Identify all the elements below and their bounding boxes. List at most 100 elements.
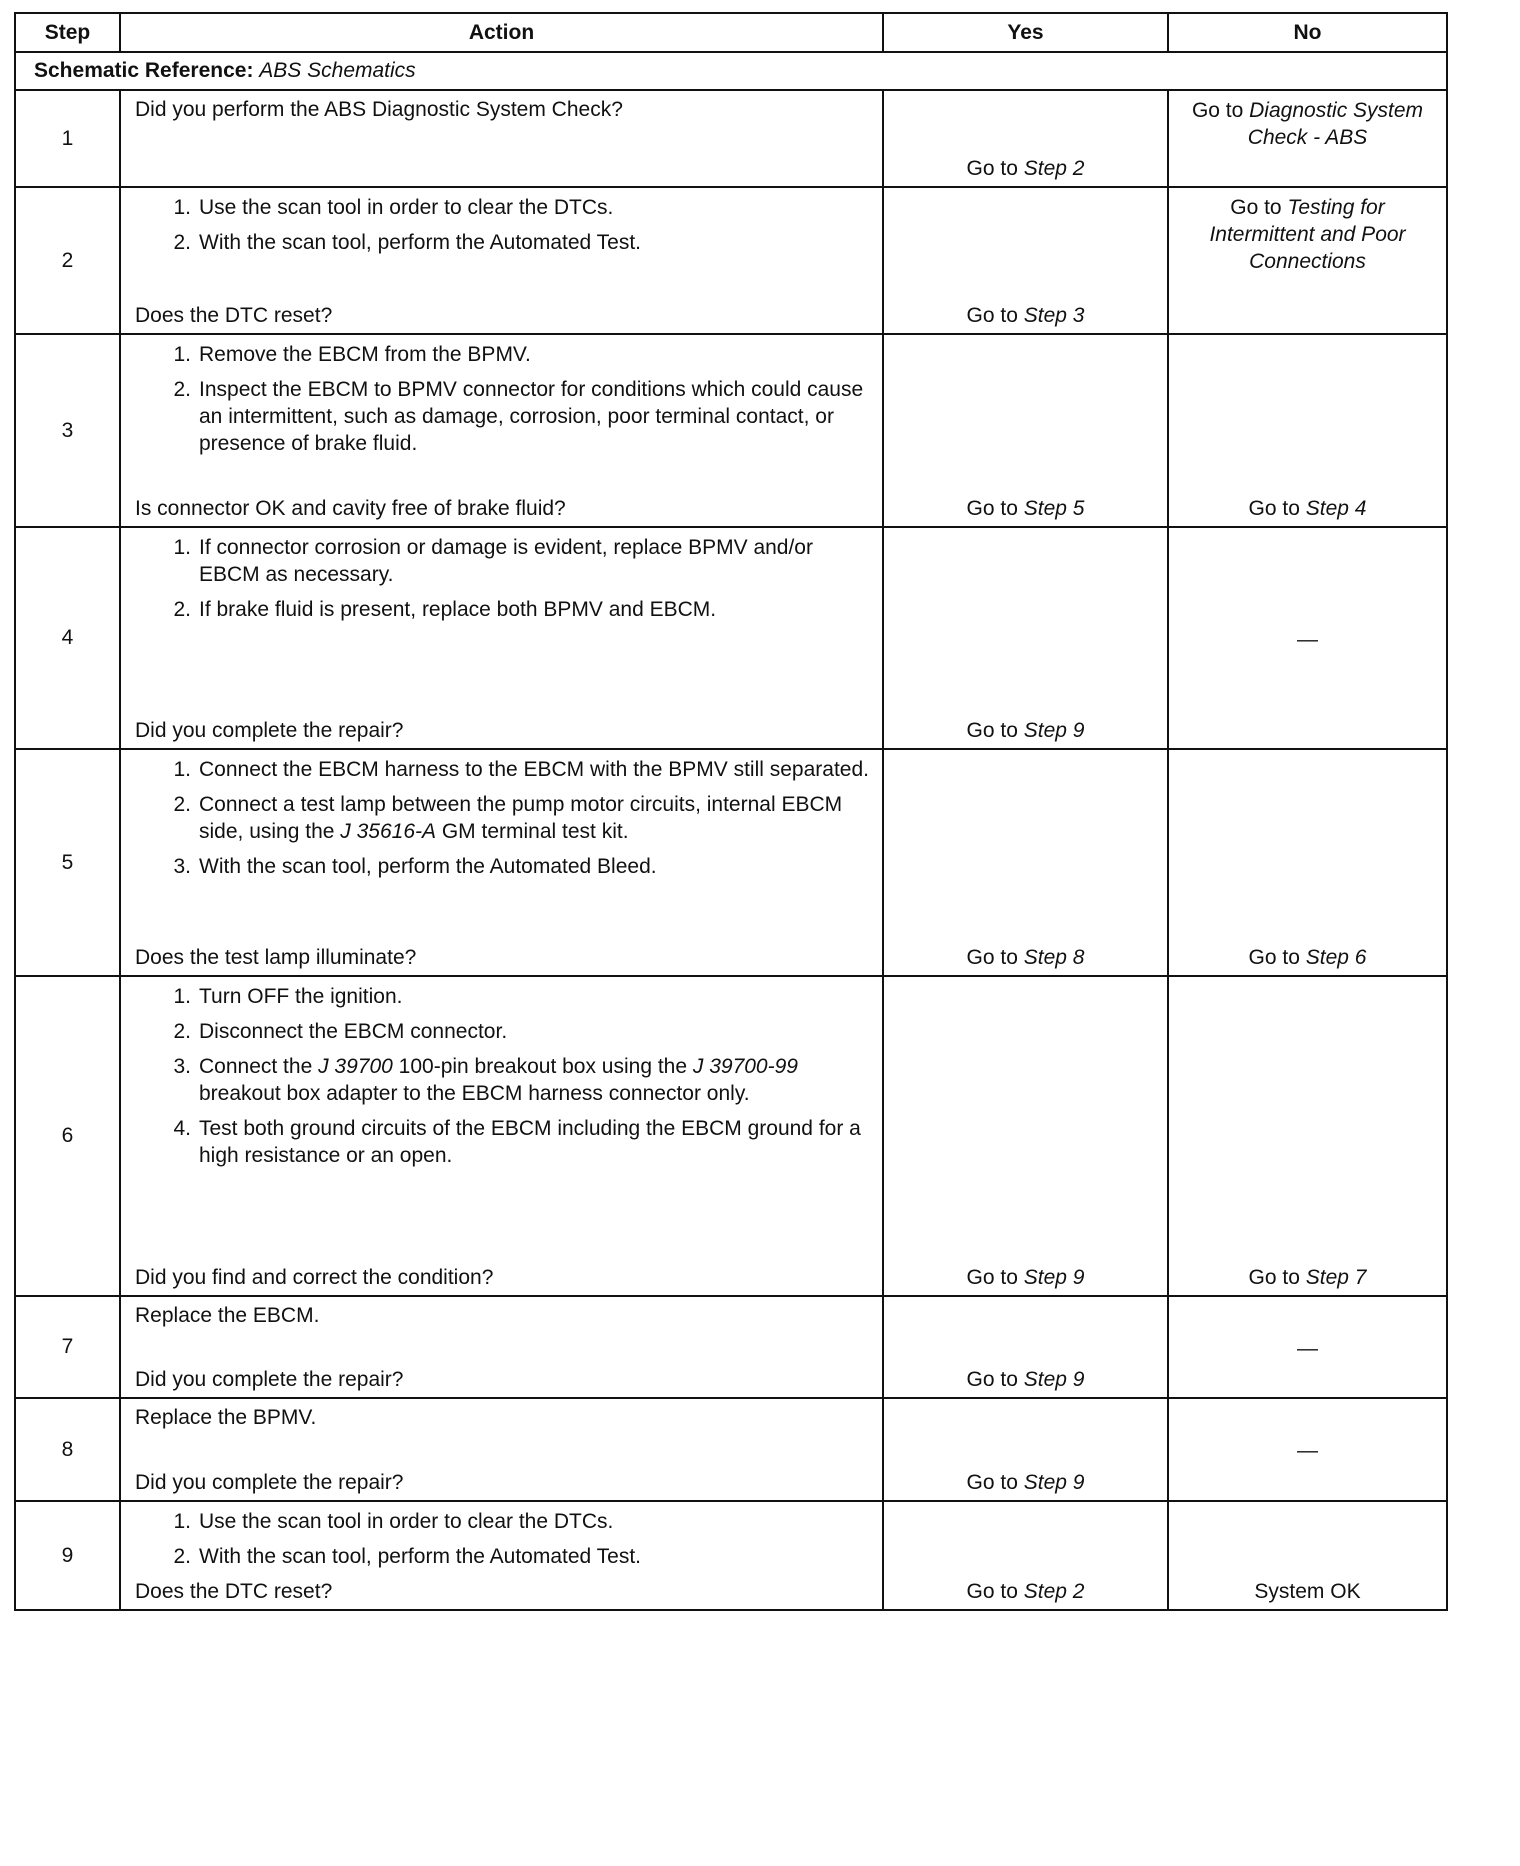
- text-segment: Go to: [966, 1368, 1024, 1391]
- instruction-item: 2. If brake fluid is present, replace bot…: [135, 596, 872, 623]
- action-content: 1. If connector corrosion or damage is ev…: [135, 534, 872, 744]
- yes-result[interactable]: Go to Step 8: [882, 748, 1169, 977]
- instruction-list: 1. Remove the EBCM from the BPMV. 2. Inspec…: [135, 341, 872, 457]
- no-result[interactable]: Go to Step 7: [1167, 975, 1448, 1297]
- item-number: 2.: [173, 1020, 191, 1043]
- no-result[interactable]: —: [1167, 526, 1448, 750]
- action-cell: Replace the BPMV. Did you complete the re…: [119, 1397, 884, 1502]
- step-row: 7 Replace the EBCM. Did you complete the r…: [14, 1295, 1448, 1399]
- item-number: 4.: [173, 1117, 191, 1140]
- text-segment: Use the scan tool in order to clear the …: [199, 1510, 614, 1533]
- text-segment: Go to: [966, 946, 1024, 969]
- instruction-list: 1. If connector corrosion or damage is ev…: [135, 534, 872, 623]
- item-number: 2.: [173, 1545, 191, 1568]
- yes-result[interactable]: Go to Step 5: [882, 333, 1169, 528]
- text-segment: Remove the EBCM from the BPMV.: [199, 343, 531, 366]
- no-result[interactable]: —: [1167, 1397, 1448, 1502]
- item-text: Inspect the EBCM to BPMV connector for c…: [199, 376, 872, 457]
- action-question: Did you find and correct the condition?: [135, 1266, 494, 1289]
- no-result[interactable]: —: [1167, 1295, 1448, 1399]
- reference-link[interactable]: Diagnostic System Check - ABS: [1247, 99, 1424, 149]
- text-segment: breakout box adapter to the EBCM harness…: [199, 1082, 750, 1105]
- text-segment: —: [1297, 627, 1318, 651]
- action-question: Does the DTC reset?: [135, 1580, 333, 1603]
- text-segment: Go to: [966, 157, 1024, 180]
- item-number: 1.: [173, 758, 191, 781]
- reference-link[interactable]: Step 9: [1023, 1471, 1085, 1494]
- text-segment: Connect the: [199, 1055, 319, 1078]
- item-text: With the scan tool, perform the Automate…: [199, 1543, 641, 1570]
- reference-link[interactable]: Testing for Intermittent and Poor Connec…: [1209, 196, 1406, 273]
- no-result[interactable]: Go to Step 6: [1167, 748, 1448, 977]
- instruction-item: 3. Connect the J 39700 100-pin breakout b…: [135, 1053, 872, 1107]
- action-question: Did you complete the repair?: [135, 1368, 404, 1391]
- reference-link[interactable]: Step 6: [1305, 946, 1367, 969]
- reference-link[interactable]: Step 5: [1023, 497, 1085, 520]
- item-text: Test both ground circuits of the EBCM in…: [199, 1115, 872, 1169]
- no-result[interactable]: Go to Step 4: [1167, 333, 1448, 528]
- reference-link[interactable]: Step 9: [1023, 719, 1085, 742]
- action-instructions: 1. If connector corrosion or damage is ev…: [135, 534, 872, 631]
- instruction-item: 1. Remove the EBCM from the BPMV.: [135, 341, 872, 368]
- reference-link[interactable]: J 35616-A: [340, 820, 436, 843]
- text-segment: Connect the EBCM harness to the EBCM wit…: [199, 758, 869, 781]
- action-question: Is connector OK and cavity free of brake…: [135, 497, 566, 520]
- step-row: 2 1. Use the scan tool in order to clear t…: [14, 186, 1448, 335]
- text-segment: Inspect the EBCM to BPMV connector for c…: [199, 378, 864, 455]
- action-cell: Did you perform the ABS Diagnostic Syste…: [119, 89, 884, 188]
- item-text: Disconnect the EBCM connector.: [199, 1018, 507, 1045]
- item-number: 1.: [173, 985, 191, 1008]
- yes-result[interactable]: Go to Step 9: [882, 526, 1169, 750]
- action-cell: 1. If connector corrosion or damage is ev…: [119, 526, 884, 750]
- item-text: With the scan tool, perform the Automate…: [199, 853, 657, 880]
- yes-result[interactable]: Go to Step 9: [882, 1295, 1169, 1399]
- text-segment: If connector corrosion or damage is evid…: [199, 536, 813, 586]
- text-segment: Go to: [1248, 946, 1306, 969]
- reference-link[interactable]: J 39700-99: [692, 1055, 798, 1078]
- text-segment: Use the scan tool in order to clear the …: [199, 196, 614, 219]
- yes-result[interactable]: Go to Step 9: [882, 975, 1169, 1297]
- text-segment: With the scan tool, perform the Automate…: [199, 231, 642, 254]
- reference-link[interactable]: Step 2: [1023, 1580, 1085, 1603]
- item-text: Use the scan tool in order to clear the …: [199, 194, 613, 221]
- reference-link[interactable]: Step 3: [1023, 304, 1085, 327]
- action-content: 1. Remove the EBCM from the BPMV. 2. Inspec…: [135, 341, 872, 522]
- text-segment: Go to: [966, 1266, 1024, 1289]
- action-instructions: 1. Turn OFF the ignition. 2. Disconnect the…: [135, 983, 872, 1177]
- action-cell: 1. Connect the EBCM harness to the EBCM w…: [119, 748, 884, 977]
- reference-link[interactable]: Step 8: [1023, 946, 1085, 969]
- action-content: 1. Use the scan tool in order to clear th…: [135, 194, 872, 329]
- item-number: 2.: [173, 598, 191, 621]
- item-number: 1.: [173, 1510, 191, 1533]
- step-row: 6 1. Turn OFF the ignition. 2. Disconnect th…: [14, 975, 1448, 1297]
- text-segment: Go to: [1248, 1266, 1306, 1289]
- reference-link[interactable]: Step 7: [1305, 1266, 1367, 1289]
- instruction-item: 2. Connect a test lamp between the pump m…: [135, 791, 872, 845]
- step-number: 6: [14, 975, 121, 1297]
- no-result[interactable]: Go to Diagnostic System Check - ABS: [1167, 89, 1448, 188]
- item-text: With the scan tool, perform the Automate…: [199, 229, 641, 256]
- item-number: 1.: [173, 343, 191, 366]
- yes-result[interactable]: Go to Step 2: [882, 89, 1169, 188]
- schematic-link[interactable]: ABS Schematics: [259, 59, 416, 82]
- action-cell: Replace the EBCM. Did you complete the re…: [119, 1295, 884, 1399]
- yes-result[interactable]: Go to Step 9: [882, 1397, 1169, 1502]
- yes-result[interactable]: Go to Step 2: [882, 1500, 1169, 1611]
- yes-result[interactable]: Go to Step 3: [882, 186, 1169, 335]
- reference-link[interactable]: Step 9: [1023, 1266, 1085, 1289]
- reference-link[interactable]: Step 9: [1023, 1368, 1085, 1391]
- reference-link[interactable]: Step 2: [1023, 157, 1085, 180]
- instruction-item: 4. Test both ground circuits of the EBCM …: [135, 1115, 872, 1169]
- reference-link[interactable]: Step 4: [1305, 497, 1367, 520]
- step-number: 5: [14, 748, 121, 977]
- text-segment: GM terminal test kit.: [436, 820, 629, 843]
- no-result[interactable]: System OK: [1167, 1500, 1448, 1611]
- instruction-item: 2. Disconnect the EBCM connector.: [135, 1018, 872, 1045]
- step-row: 4 1. If connector corrosion or damage is e…: [14, 526, 1448, 750]
- text-segment: System OK: [1254, 1580, 1361, 1603]
- item-text: Connect the J 39700 100-pin breakout box…: [199, 1053, 872, 1107]
- header-action: Action: [119, 12, 884, 53]
- reference-link[interactable]: J 39700: [318, 1055, 393, 1078]
- step-row: 5 1. Connect the EBCM harness to the EBCM …: [14, 748, 1448, 977]
- no-result[interactable]: Go to Testing for Intermittent and Poor …: [1167, 186, 1448, 335]
